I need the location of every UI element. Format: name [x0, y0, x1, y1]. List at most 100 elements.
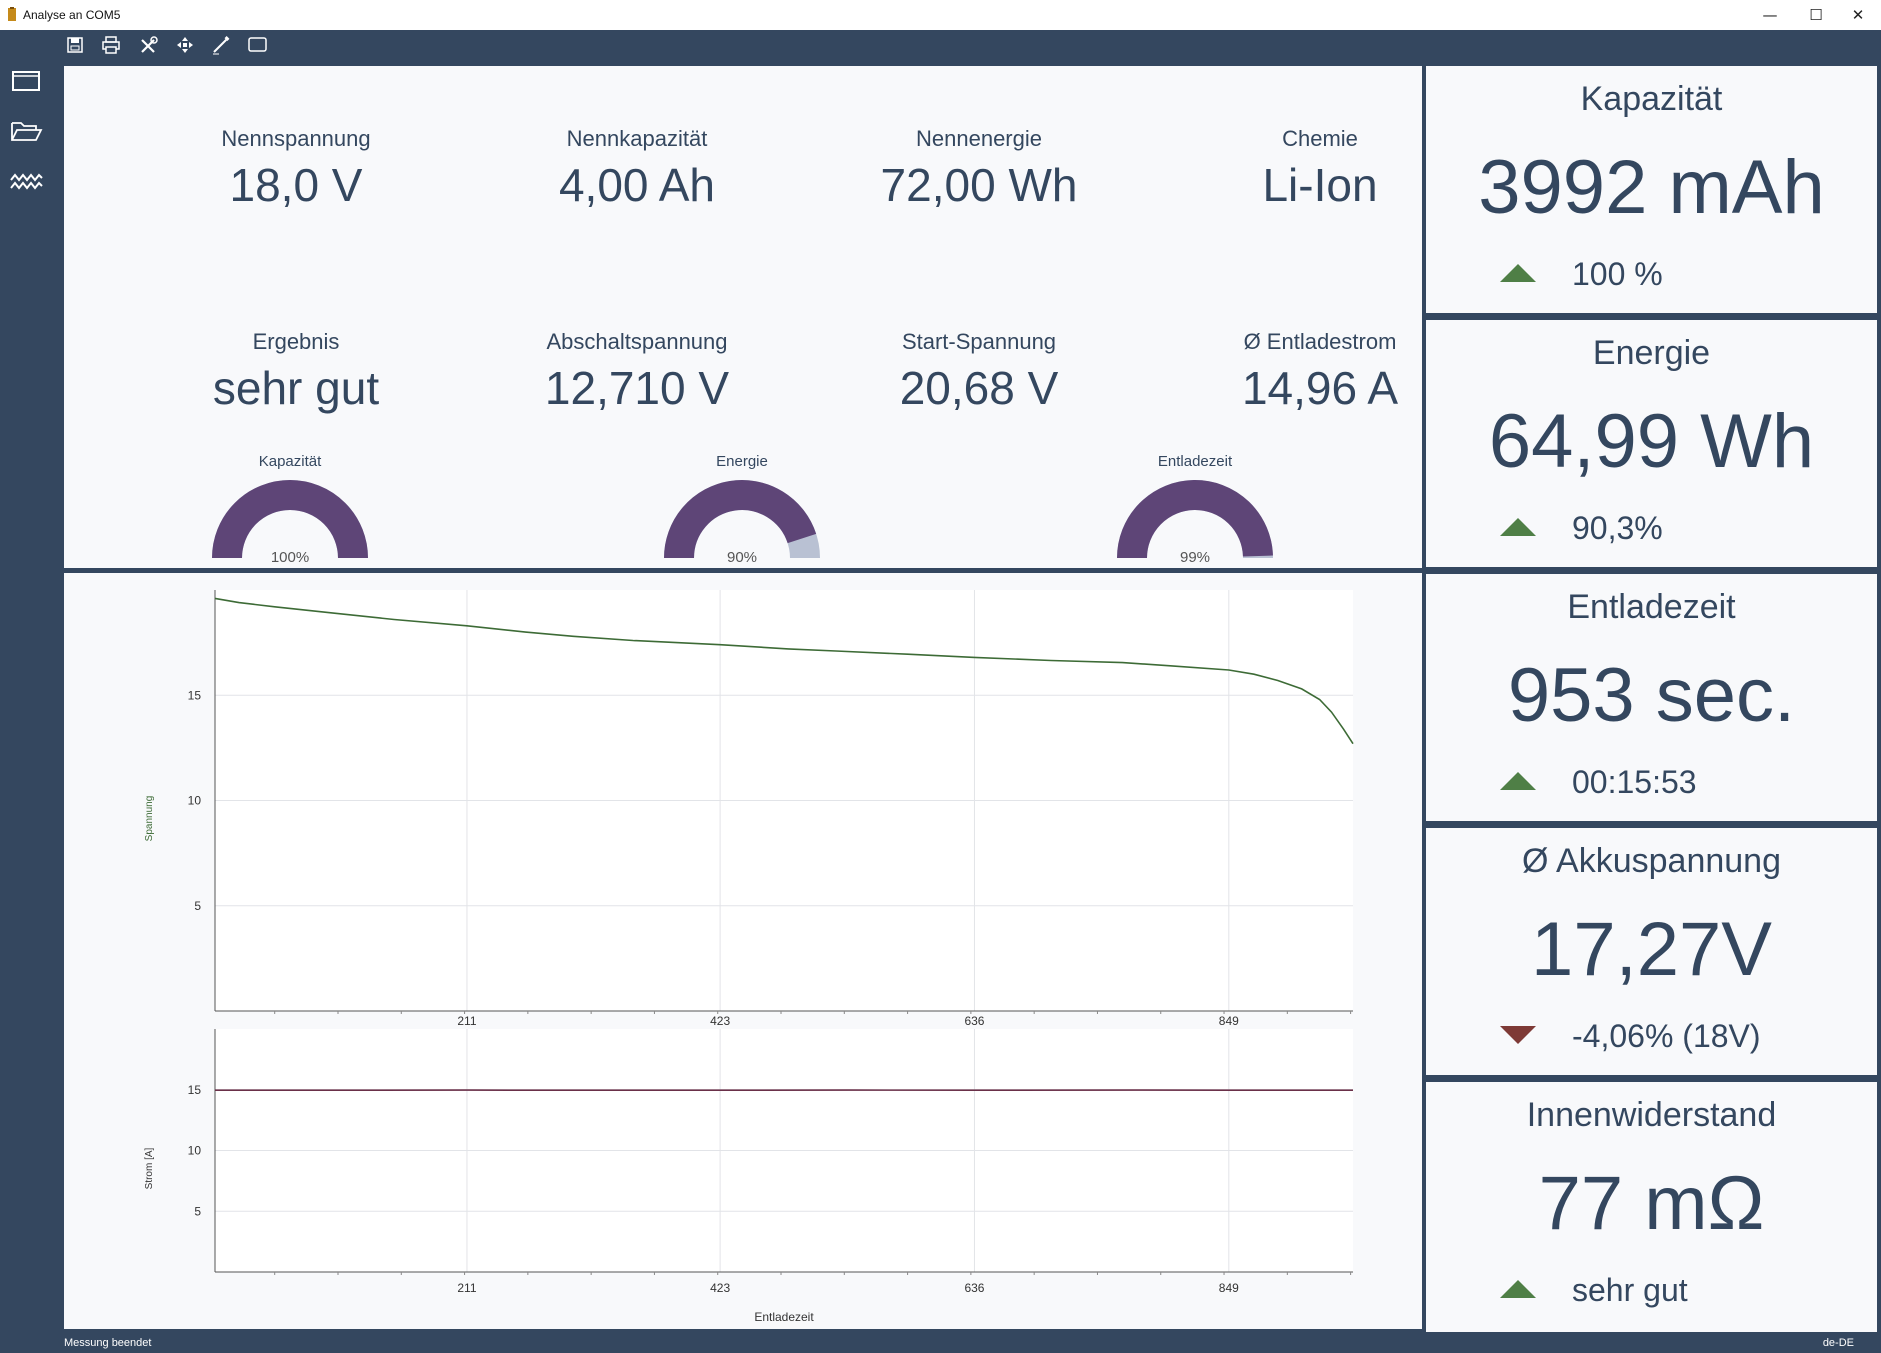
card-value: 953 sec.: [1507, 653, 1796, 738]
summary-panel: Nennspannung 18,0 V Nennkapazität 4,00 A…: [64, 66, 1422, 568]
maximize-button[interactable]: ☐: [1809, 6, 1823, 24]
close-button[interactable]: ✕: [1851, 6, 1865, 24]
trend-down-icon: [1500, 1026, 1536, 1044]
x-tick-label: 211: [457, 1014, 476, 1028]
nennenergie-value: 72,00 Wh: [880, 159, 1078, 211]
current-chart: 211 423 636 849 5 10 15 Strom [A]: [144, 1029, 1353, 1295]
entladestrom-label: Ø Entladestrom: [1243, 329, 1397, 354]
card-sub: -4,06% (18V): [1572, 1018, 1761, 1054]
title-bar: Analyse an COM5 — ☐ ✕: [0, 0, 1881, 30]
y-axis-label: Spannung: [144, 796, 155, 842]
toolbar: [0, 30, 1881, 62]
save-icon[interactable]: [64, 34, 86, 56]
card-title: Kapazität: [1580, 80, 1723, 118]
card-title: Energie: [1592, 334, 1711, 372]
chart-canvas[interactable]: 211 423 636 849 5 10 15 Spannung 211 423 636 849 5 1…: [64, 573, 1422, 1329]
nennspannung-label: Nennspannung: [221, 126, 371, 151]
pen-icon[interactable]: [210, 34, 232, 56]
card-sub: sehr gut: [1572, 1272, 1688, 1308]
gauge-label: Entladezeit: [1157, 453, 1233, 470]
x-axis-label: Entladezeit: [754, 1310, 814, 1324]
waveform-icon[interactable]: [8, 166, 44, 196]
nennkapazitaet-label: Nennkapazität: [566, 126, 708, 151]
card-value: 64,99 Wh: [1488, 399, 1815, 484]
x-tick-label: 849: [1219, 1014, 1239, 1028]
gauge-percent: 90%: [726, 549, 758, 566]
startspannung-block: Start-Spannung 20,68 V: [809, 329, 1149, 415]
minimize-button[interactable]: —: [1762, 6, 1778, 24]
card-sub: 00:15:53: [1572, 764, 1697, 800]
trend-up-icon: [1500, 772, 1536, 790]
gauge-fill: [664, 480, 817, 558]
entladestrom-block: Ø Entladestrom 14,96 A: [1150, 329, 1490, 415]
nennenergie-label: Nennenergie: [916, 126, 1042, 151]
x-tick-label: 211: [457, 1281, 476, 1295]
nennspannung-value: 18,0 V: [229, 159, 363, 211]
gauge-arc: [1117, 480, 1273, 558]
x-tick-label: 636: [964, 1014, 984, 1028]
chemie-label: Chemie: [1282, 126, 1358, 151]
chemie-value: Li-Ion: [1262, 159, 1378, 211]
gauge-arc: [212, 480, 368, 558]
ergebnis-label: Ergebnis: [252, 329, 340, 354]
card-value: 3992 mAh: [1478, 145, 1825, 230]
x-tick-label: 423: [710, 1014, 730, 1028]
ergebnis-block: Ergebnis sehr gut: [126, 329, 466, 415]
y-tick-label: 10: [188, 794, 202, 808]
card-title: Innenwiderstand: [1526, 1096, 1777, 1134]
gauge-entladezeit: Entladezeit 99%: [1105, 453, 1285, 573]
gauge-percent: 100%: [270, 549, 310, 566]
tools-icon[interactable]: [138, 34, 160, 56]
window-icon[interactable]: [8, 66, 44, 96]
card-energie: Energie 64,99 Wh 90,3%: [1426, 320, 1877, 567]
abschaltspannung-value: 12,710 V: [544, 362, 730, 414]
y-tick-label: 5: [194, 899, 201, 913]
folder-open-icon[interactable]: [8, 116, 44, 146]
card-kapazitaet: Kapazität 3992 mAh 100 %: [1426, 66, 1877, 313]
card-innenwiderstand: Innenwiderstand 77 mΩ sehr gut: [1426, 1082, 1877, 1332]
startspannung-label: Start-Spannung: [901, 329, 1057, 354]
gauge-label: Kapazität: [258, 453, 322, 470]
trend-up-icon: [1500, 264, 1536, 282]
series-line: [214, 597, 1354, 745]
status-text: Messung beendet: [64, 1337, 152, 1349]
gauge-arc: [664, 480, 820, 558]
ergebnis-value: sehr gut: [212, 362, 380, 414]
card-sub: 90,3%: [1572, 510, 1663, 546]
gauge-percent: 99%: [1179, 549, 1211, 566]
trend-up-icon: [1500, 518, 1536, 536]
move-icon[interactable]: [174, 34, 196, 56]
gauge-energie: Energie 90%: [652, 453, 832, 573]
gauge-fill: [1117, 480, 1273, 558]
y-axis-label: Strom [A]: [144, 1147, 155, 1189]
abschaltspannung-block: Abschaltspannung 12,710 V: [467, 329, 807, 415]
nennkapazitaet-block: Nennkapazität 4,00 Ah: [467, 126, 807, 212]
y-tick-label: 15: [188, 688, 202, 702]
card-akkuspannung: Ø Akkuspannung 17,27V -4,06% (18V): [1426, 828, 1877, 1075]
nennenergie-block: Nennenergie 72,00 Wh: [809, 126, 1149, 212]
y-tick-label: 5: [194, 1204, 201, 1218]
voltage-chart: 211 423 636 849 5 10 15 Spannung: [144, 590, 1354, 1028]
app-icon: [8, 7, 16, 21]
card-value: 17,27V: [1531, 907, 1772, 992]
gauge-fill: [212, 480, 368, 558]
entladestrom-value: 14,96 A: [1241, 362, 1399, 414]
y-tick-label: 10: [188, 1144, 202, 1158]
x-tick-label: 636: [964, 1281, 984, 1295]
card-entladezeit: Entladezeit 953 sec. 00:15:53: [1426, 574, 1877, 821]
nennspannung-block: Nennspannung 18,0 V: [126, 126, 466, 212]
startspannung-value: 20,68 V: [899, 362, 1059, 414]
print-icon[interactable]: [100, 34, 122, 56]
frame-icon[interactable]: [246, 34, 268, 56]
gauge-kapazitaet: Kapazität 100%: [200, 453, 380, 573]
card-sub: 100 %: [1572, 256, 1663, 292]
y-tick-label: 15: [188, 1083, 202, 1097]
sidebar: [0, 62, 60, 1332]
locale-indicator: de-DE: [1822, 1337, 1854, 1349]
x-tick-label: 423: [710, 1281, 730, 1295]
card-title: Entladezeit: [1567, 588, 1736, 626]
chemie-block: Chemie Li-Ion: [1150, 126, 1490, 212]
nennkapazitaet-value: 4,00 Ah: [558, 159, 716, 211]
trend-up-icon: [1500, 1280, 1536, 1298]
gauge-label: Energie: [716, 453, 768, 470]
